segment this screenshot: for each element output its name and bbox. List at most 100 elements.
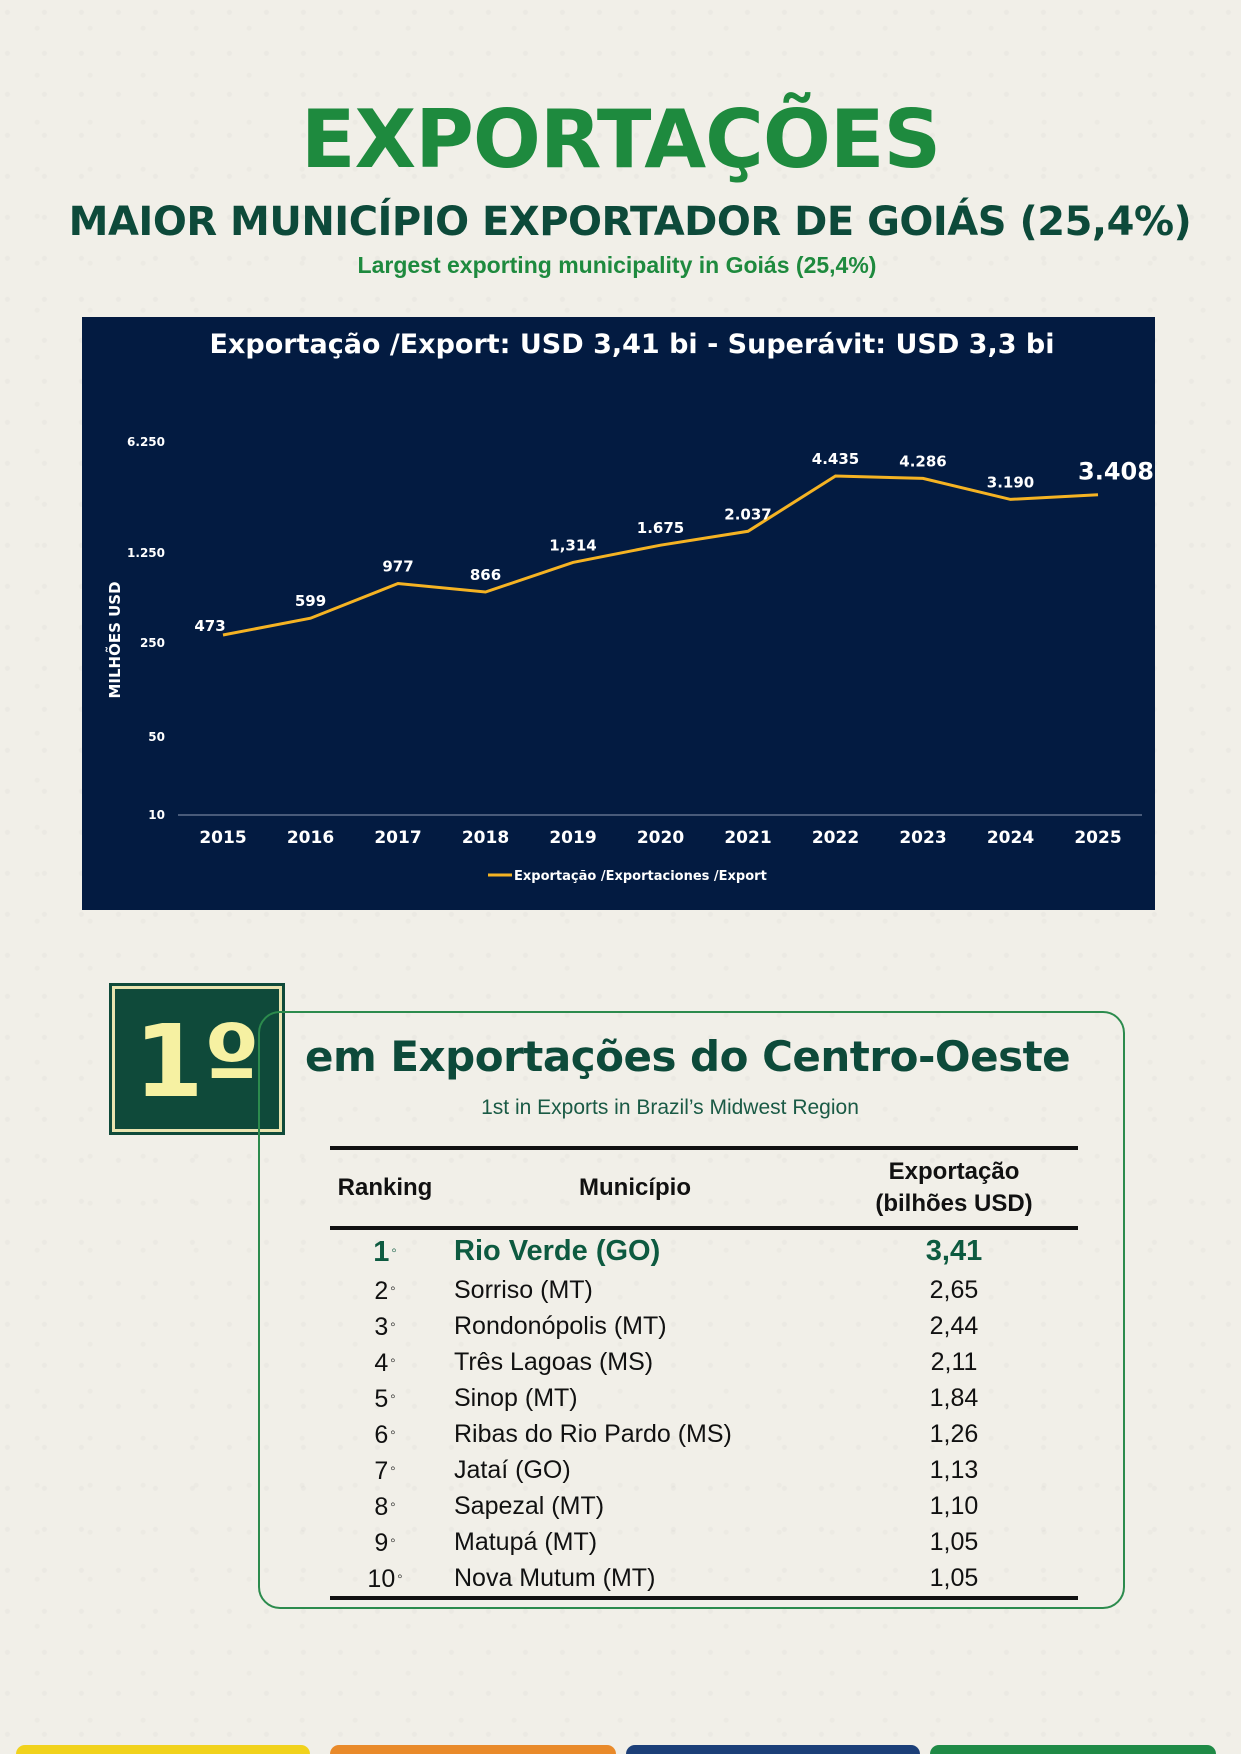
x-tick-label: 2024 — [987, 828, 1034, 848]
series-line — [222, 474, 1099, 637]
y-tick-label: 6.250 — [127, 435, 165, 449]
ranking-export-value: 1,84 — [929, 1384, 979, 1412]
ranking-header-row: Ranking Município Exportação (bilhões US… — [330, 1148, 1078, 1228]
data-label: 4.286 — [899, 452, 946, 470]
ranking-row: 8 ◦ Sapezal (MT) 1,10 — [330, 1488, 1078, 1524]
data-label: 1,314 — [549, 536, 596, 554]
ranking-row: 10 ◦ Nova Mutum (MT) 1,05 — [330, 1560, 1078, 1598]
footer-color-bars — [0, 1745, 1241, 1754]
ordinal-mark: ◦ — [397, 1568, 403, 1585]
footer-bar-blue — [626, 1745, 920, 1754]
data-label: 473 — [194, 617, 225, 635]
data-label: 3.408 — [1078, 458, 1154, 486]
ordinal-mark: ◦ — [390, 1316, 396, 1333]
ranking-export-value: 1,26 — [929, 1420, 979, 1448]
legend-label: Exportação /Exportaciones /Export — [514, 869, 767, 884]
rank-badge: 1º — [109, 983, 285, 1135]
ranking-row: 3 ◦ Rondonópolis (MT) 2,44 — [330, 1308, 1078, 1344]
ranking-export-value: 2,44 — [929, 1312, 979, 1340]
ranking-position-number: 1 — [373, 1235, 390, 1268]
ranking-table: Ranking Município Exportação (bilhões US… — [330, 1146, 1078, 1600]
ranking-position-number: 4 — [374, 1349, 389, 1377]
ranking-position-number: 8 — [374, 1493, 389, 1521]
ordinal-mark: ◦ — [390, 1424, 396, 1441]
ordinal-mark: ◦ — [390, 1280, 396, 1297]
data-label: 3.190 — [987, 473, 1034, 491]
ranking-position: 3 ◦ — [330, 1308, 440, 1344]
ranking-municipality: Rio Verde (GO) — [454, 1235, 661, 1267]
header-municipality: Município — [579, 1174, 691, 1201]
ranking-export-value: 1,05 — [929, 1528, 979, 1556]
x-tick-label: 2021 — [724, 828, 771, 848]
ranking-row: 6 ◦ Ribas do Rio Pardo (MS) 1,26 — [330, 1416, 1078, 1452]
ranking-export-value: 3,41 — [925, 1235, 983, 1267]
data-label: 599 — [295, 592, 326, 610]
header-export-line1: Exportação — [888, 1158, 1020, 1185]
page-subtitle: MAIOR MUNICÍPIO EXPORTADOR DE GOIÁS (25,… — [68, 199, 1192, 245]
x-tick-label: 2018 — [462, 828, 509, 848]
ranking-position-number: 9 — [374, 1529, 389, 1557]
ranking-municipality: Sorriso (MT) — [454, 1276, 593, 1304]
x-tick-label: 2023 — [899, 828, 946, 848]
ordinal-mark: ◦ — [390, 1496, 396, 1513]
data-label: 866 — [470, 566, 501, 584]
ranking-row: 4 ◦ Três Lagoas (MS) 2,11 — [330, 1344, 1078, 1380]
ranking-municipality: Matupá (MT) — [454, 1528, 598, 1556]
ranking-position-number: 5 — [374, 1385, 389, 1413]
ranking-panel — [258, 1011, 1125, 1609]
x-tick-label: 2016 — [287, 828, 334, 848]
ranking-row: 1 ◦ Rio Verde (GO) 3,41 — [330, 1228, 1078, 1272]
y-tick-label: 50 — [148, 730, 165, 744]
ranking-title: em Exportações do Centro-Oeste — [305, 1032, 1071, 1081]
ranking-position: 7 ◦ — [330, 1452, 440, 1488]
data-label: 2.037 — [724, 505, 771, 523]
ranking-export-value: 2,65 — [929, 1276, 979, 1304]
ranking-position-number: 3 — [374, 1313, 389, 1341]
header-export: Exportação (bilhões USD) — [830, 1148, 1078, 1228]
ranking-position: 6 ◦ — [330, 1416, 440, 1452]
data-label: 4.435 — [812, 450, 859, 468]
ranking-row: 7 ◦ Jataí (GO) 1,13 — [330, 1452, 1078, 1488]
ranking-position-number: 6 — [374, 1421, 389, 1449]
rank-badge-text: 1º — [134, 1003, 260, 1120]
ranking-municipality: Jataí (GO) — [454, 1456, 571, 1484]
chart-title: Exportação /Export: USD 3,41 bi - Superá… — [209, 329, 1055, 360]
header-ranking: Ranking — [337, 1174, 433, 1201]
export-chart: Exportação /Export: USD 3,41 bi - Superá… — [82, 317, 1155, 910]
footer-bar-yellow — [16, 1745, 310, 1754]
ranking-row: 5 ◦ Sinop (MT) 1,84 — [330, 1380, 1078, 1416]
x-tick-label: 2025 — [1074, 828, 1121, 848]
footer-bar-green — [930, 1745, 1216, 1754]
ordinal-mark: ◦ — [390, 1352, 396, 1369]
ranking-export-value: 1,05 — [929, 1564, 979, 1592]
ranking-subtitle: 1st in Exports in Brazil’s Midwest Regio… — [481, 1096, 859, 1119]
ranking-municipality: Nova Mutum (MT) — [454, 1564, 656, 1592]
ordinal-mark: ◦ — [390, 1532, 396, 1549]
x-tick-label: 2020 — [637, 828, 684, 848]
ranking-municipality: Ribas do Rio Pardo (MS) — [454, 1420, 732, 1448]
x-tick-label: 2019 — [549, 828, 596, 848]
ranking-position: 10 ◦ — [330, 1560, 440, 1598]
x-tick-label: 2017 — [374, 828, 421, 848]
y-tick-label: 10 — [148, 808, 165, 822]
ranking-position: 9 ◦ — [330, 1524, 440, 1560]
ordinal-mark: ◦ — [390, 1460, 396, 1477]
y-axis-label: MILHÕES USD — [105, 581, 124, 698]
ranking-municipality: Sapezal (MT) — [454, 1492, 605, 1520]
ranking-position-number: 7 — [374, 1457, 389, 1485]
ranking-position: 8 ◦ — [330, 1488, 440, 1524]
ordinal-mark: ◦ — [390, 1388, 396, 1405]
ranking-position-number: 2 — [374, 1277, 389, 1305]
page-title: EXPORTAÇÕES — [300, 93, 941, 186]
ranking-position: 1 ◦ — [330, 1228, 440, 1272]
ranking-position-number: 10 — [367, 1565, 396, 1593]
ranking-municipality: Rondonópolis (MT) — [454, 1312, 667, 1340]
data-label: 977 — [382, 557, 413, 575]
ranking-municipality: Três Lagoas (MS) — [454, 1348, 654, 1376]
ranking-export-value: 1,10 — [929, 1492, 979, 1520]
ranking-row: 2 ◦ Sorriso (MT) 2,65 — [330, 1272, 1078, 1308]
y-tick-label: 1.250 — [127, 546, 165, 560]
ranking-position: 5 ◦ — [330, 1380, 440, 1416]
data-label: 1.675 — [637, 519, 684, 537]
ranking-export-value: 1,13 — [929, 1456, 979, 1484]
